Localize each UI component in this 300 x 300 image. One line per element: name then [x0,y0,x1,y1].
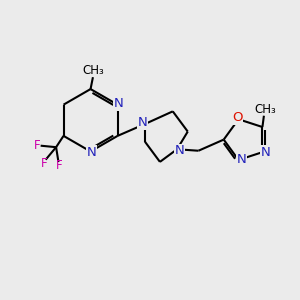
Text: N: N [260,146,270,159]
Text: O: O [232,111,242,124]
Text: N: N [237,153,246,167]
Text: N: N [87,146,96,159]
Text: F: F [34,139,40,152]
Text: F: F [56,159,62,172]
Text: N: N [114,97,123,110]
Text: F: F [41,157,47,170]
Text: N: N [138,116,147,129]
Text: CH₃: CH₃ [254,103,276,116]
Text: CH₃: CH₃ [83,64,104,77]
Text: N: N [175,144,184,157]
